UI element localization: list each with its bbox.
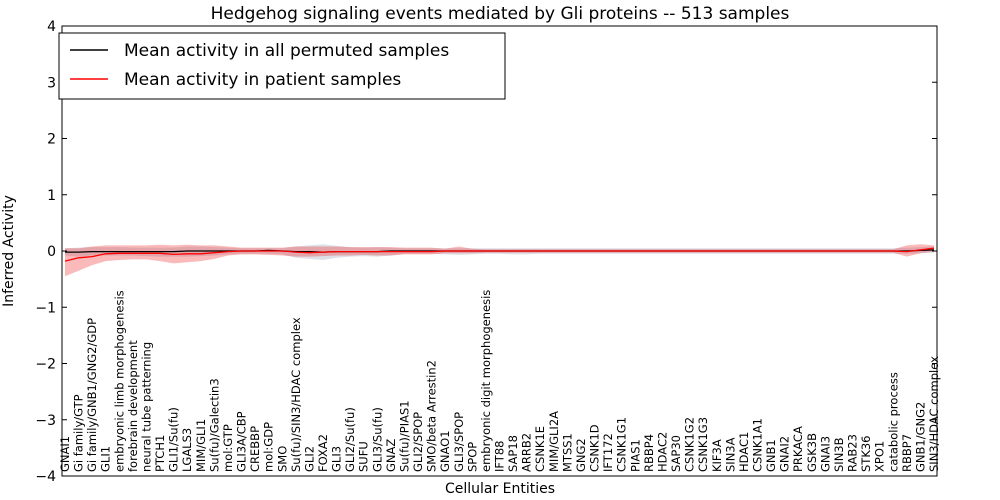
x-tick-label: GNAZ	[384, 439, 398, 472]
series-lines	[64, 247, 935, 262]
error-bands	[65, 244, 934, 277]
x-tick-label: IFT88	[493, 441, 507, 472]
x-tick-label: SIN3A	[723, 437, 737, 472]
x-axis-labels: GNAI1 Gi family/GTP Gi family/GNB1/GNG2/GD…	[58, 290, 941, 472]
x-tick-label: mol:GTP	[221, 424, 235, 472]
y-tick-label: −1	[35, 300, 56, 316]
band-patient	[65, 244, 934, 277]
x-tick-label: GLI2/SPOP	[411, 412, 425, 472]
x-tick-label: STK36	[859, 436, 873, 473]
x-tick-label: MTSS1	[560, 433, 574, 472]
x-tick-label: GNB1	[764, 439, 778, 472]
y-tick-label: 0	[47, 244, 56, 260]
x-tick-label: SIN3/HDAC complex	[927, 356, 941, 472]
x-tick-label: RBBP7	[900, 434, 914, 472]
x-tick-label: forebrain development	[126, 340, 140, 472]
x-tick-label: LGALS3	[180, 428, 194, 472]
x-tick-label: GLI1/Su(fu)	[167, 407, 181, 472]
y-tick-label: 4	[47, 19, 56, 35]
y-tick-label: 2	[47, 132, 56, 148]
x-tick-label: CSNK1D	[588, 424, 602, 472]
x-tick-label: XPO1	[873, 441, 887, 472]
x-tick-label: GNAO1	[438, 430, 452, 472]
x-tick-label: GNB1/GNG2	[913, 402, 927, 472]
x-tick-label: CSNK1A1	[751, 418, 765, 472]
x-tick-label: GLI3A/CBP	[235, 411, 249, 472]
x-tick-label: GNAI2	[778, 436, 792, 472]
y-tick-label: −2	[35, 357, 56, 373]
x-tick-label: MIM/GLI2A	[547, 411, 561, 472]
x-tick-label: ARRB2	[520, 433, 534, 472]
band-permuted	[65, 244, 934, 260]
x-tick-label: SIN3B	[832, 437, 846, 472]
legend: Mean activity in all permuted samples Me…	[58, 32, 506, 100]
x-tick-label: GLI1	[99, 446, 113, 472]
x-tick-label: CSNK1E	[533, 426, 547, 472]
x-tick-label: Su(fu)/Galectin3	[207, 378, 221, 472]
chart-title: Hedgehog signaling events mediated by Gl…	[211, 4, 790, 24]
y-tick-label: 3	[47, 75, 56, 91]
x-tick-label: GLI2/Su(fu)	[343, 407, 357, 472]
x-tick-label: HDAC1	[737, 432, 751, 472]
x-tick-label: GLI2	[302, 446, 316, 472]
line-patient	[64, 247, 935, 262]
x-tick-label: CREBBP	[248, 426, 262, 472]
x-tick-label: SPOP	[465, 442, 479, 472]
x-tick-label: neural tube patterning	[140, 342, 154, 472]
x-tick-label: embryonic limb morphogenesis	[112, 290, 126, 472]
legend-label-patient: Mean activity in patient samples	[124, 70, 401, 90]
x-tick-label: GLI3/SPOP	[452, 412, 466, 472]
x-tick-label: CSNK1G2	[683, 417, 697, 472]
x-tick-label: SAP18	[506, 435, 520, 472]
legend-label-permuted: Mean activity in all permuted samples	[124, 41, 449, 61]
x-tick-label: SUFU	[357, 441, 371, 472]
x-tick-label: SMO	[275, 446, 289, 472]
x-tick-label: Su(fu)/PIAS1	[398, 400, 412, 472]
x-tick-label: FOXA2	[316, 434, 330, 472]
x-tick-label: GSK3B	[805, 433, 819, 472]
x-tick-label: GLI3/Su(fu)	[370, 407, 384, 472]
x-tick-label: Gi family/GNB1/GNG2/GDP	[85, 318, 99, 472]
x-tick-label: RBBP4	[642, 434, 656, 472]
x-tick-label: GNAI3	[818, 436, 832, 472]
y-axis-label: Inferred Activity	[1, 195, 17, 307]
y-axis: −4 −3 −2 −1 0 1 2 3 4	[35, 19, 937, 485]
x-tick-label: SMO/beta Arrestin2	[425, 360, 439, 472]
x-tick-label: KIF3A	[710, 439, 724, 472]
legend-box	[58, 32, 506, 100]
x-tick-label: Gi family/GTP	[72, 394, 86, 472]
x-tick-label: mol:GDP	[262, 422, 276, 472]
x-tick-label: CSNK1G1	[615, 417, 629, 472]
x-tick-label: RAB23	[846, 434, 860, 472]
x-tick-label: GNG2	[574, 438, 588, 472]
x-tick-label: PIAS1	[628, 439, 642, 472]
y-tick-label: 1	[47, 188, 56, 204]
x-tick-label: HDAC2	[655, 432, 669, 472]
x-tick-label: SAP30	[669, 435, 683, 472]
x-tick-label: Su(fu)/SIN3/HDAC complex	[289, 317, 303, 472]
y-tick-label: −4	[35, 469, 56, 485]
x-tick-label: catabolic process	[886, 372, 900, 472]
x-tick-label: PRKACA	[791, 426, 805, 472]
x-tick-label: GLI3	[330, 446, 344, 472]
x-tick-label: embryonic digit morphogenesis	[479, 290, 493, 472]
x-tick-label: CSNK1G3	[696, 417, 710, 472]
x-axis-label: Cellular Entities	[445, 481, 555, 497]
x-tick-label: PTCH1	[153, 435, 167, 472]
x-tick-label: IFT172	[601, 433, 615, 472]
x-tick-label: MIM/GLI1	[194, 419, 208, 472]
x-tick-label: GNAI1	[58, 436, 72, 472]
y-tick-label: −3	[35, 413, 56, 429]
